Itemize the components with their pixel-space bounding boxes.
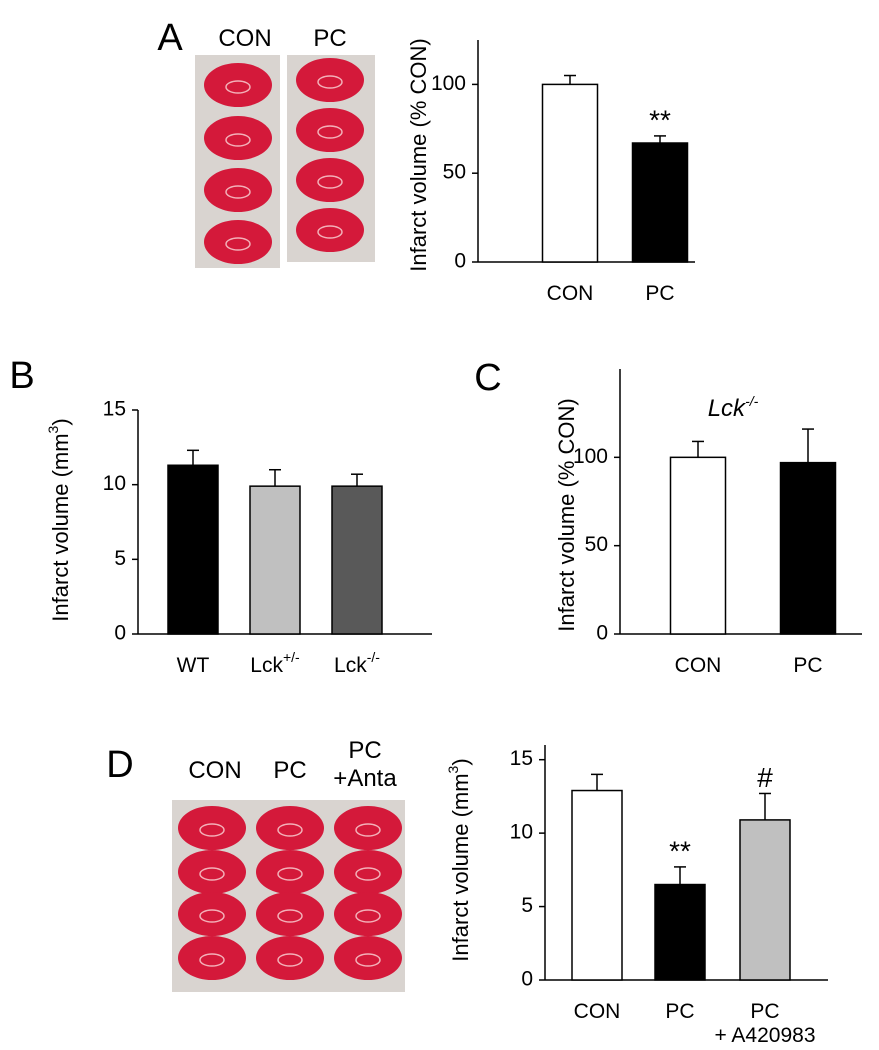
y-tick-label: 100 — [573, 445, 608, 468]
y-axis-label: Infarct volume (% CON) — [406, 38, 431, 272]
bar — [739, 819, 791, 981]
y-axis-label-part: Infarct volume (mm — [448, 773, 473, 961]
brain-slice — [256, 892, 324, 936]
brain-slice-detail — [317, 175, 343, 189]
y-tick-label: 100 — [431, 72, 466, 95]
y-tick-label: 15 — [103, 398, 126, 421]
brain-slice — [178, 806, 246, 850]
bar — [779, 461, 837, 635]
brain-slice-detail — [355, 823, 381, 837]
brain-slice-detail — [355, 953, 381, 967]
y-axis-label-part: ) — [48, 418, 73, 425]
y-tick-label: 0 — [596, 622, 608, 645]
brain-slice — [296, 208, 364, 252]
brain-slice-detail — [199, 953, 225, 967]
y-axis-label: Infarct volume (mm3) — [445, 758, 473, 961]
y-tick-label: 0 — [521, 968, 533, 991]
image-label: CON — [218, 25, 271, 52]
brain-slice — [296, 158, 364, 202]
brain-slice-detail — [225, 185, 251, 199]
bar — [331, 485, 383, 635]
panel-letter: B — [9, 355, 34, 397]
y-tick-label: 5 — [114, 547, 126, 570]
brain-slice-detail — [199, 867, 225, 881]
brain-slice — [296, 108, 364, 152]
brain-slice-detail — [277, 953, 303, 967]
annotation: ** — [669, 835, 691, 866]
brain-slice-detail — [277, 823, 303, 837]
y-tick-label: 10 — [103, 472, 126, 495]
image-label: PC — [313, 25, 346, 52]
y-axis-label: Infarct volume (mm3) — [45, 418, 73, 621]
brain-slice — [256, 806, 324, 850]
y-tick-label: 5 — [521, 894, 533, 917]
brain-slice — [256, 936, 324, 980]
brain-slice — [178, 892, 246, 936]
brain-slice-detail — [355, 867, 381, 881]
panel-letter: A — [157, 17, 183, 59]
y-tick-label: 50 — [443, 161, 466, 184]
y-axis-label-part: 3 — [445, 765, 461, 773]
y-tick-label: 15 — [510, 747, 533, 770]
brain-slice — [178, 850, 246, 894]
y-tick-label: 10 — [510, 821, 533, 844]
brain-slice-detail — [199, 909, 225, 923]
image-label: PC +Anta — [333, 737, 397, 792]
chart-title: Lck-/- — [708, 393, 759, 423]
x-tick-label: PC — [793, 654, 822, 677]
x-tick-label: PC — [665, 1000, 694, 1023]
x-tick-label: Lck+/- — [250, 649, 300, 677]
y-tick-label: 0 — [114, 622, 126, 645]
annotation: ** — [649, 104, 671, 135]
y-axis-label-part: 3 — [45, 425, 61, 433]
brain-slice — [204, 63, 272, 107]
brain-slice — [334, 850, 402, 894]
x-tick-label: CON — [574, 1000, 621, 1023]
brain-slice — [204, 168, 272, 212]
x-tick-label: Lck-/- — [334, 649, 380, 677]
bar — [654, 883, 706, 981]
x-tick-label: PC — [645, 282, 674, 305]
brain-slice-detail — [277, 909, 303, 923]
x-tick-label: CON — [675, 654, 722, 677]
brain-slice — [204, 220, 272, 264]
brain-slice-detail — [225, 237, 251, 251]
brain-slice — [296, 58, 364, 102]
x-tick-label: PC + A420983 — [714, 1000, 815, 1047]
brain-slice — [204, 116, 272, 160]
brain-slice — [334, 892, 402, 936]
bar — [631, 142, 689, 263]
panel-letter: C — [474, 357, 501, 399]
brain-slice — [256, 850, 324, 894]
brain-slice — [178, 936, 246, 980]
brain-slice-detail — [277, 867, 303, 881]
bar — [249, 485, 301, 635]
brain-slice-detail — [317, 75, 343, 89]
bar — [167, 464, 219, 635]
brain-slice-detail — [199, 823, 225, 837]
bar — [571, 789, 623, 981]
x-tick-label: CON — [547, 282, 594, 305]
image-label: PC — [273, 757, 306, 784]
brain-slice-detail — [225, 80, 251, 94]
brain-slice-detail — [225, 133, 251, 147]
annotation: # — [757, 762, 773, 793]
brain-slice-detail — [317, 125, 343, 139]
y-tick-label: 50 — [585, 533, 608, 556]
x-tick-label: WT — [177, 654, 210, 677]
brain-slice-detail — [317, 225, 343, 239]
panel-letter: D — [106, 744, 133, 786]
y-axis-label-part: ) — [448, 758, 473, 765]
bar — [669, 456, 727, 635]
brain-slice-detail — [355, 909, 381, 923]
bar — [541, 83, 599, 263]
image-label: CON — [188, 757, 241, 784]
brain-slice — [334, 936, 402, 980]
y-axis-label-part: Infarct volume (mm — [48, 433, 73, 621]
y-axis-label: Infarct volume (% CON) — [554, 398, 579, 632]
y-tick-label: 0 — [454, 250, 466, 273]
brain-slice — [334, 806, 402, 850]
